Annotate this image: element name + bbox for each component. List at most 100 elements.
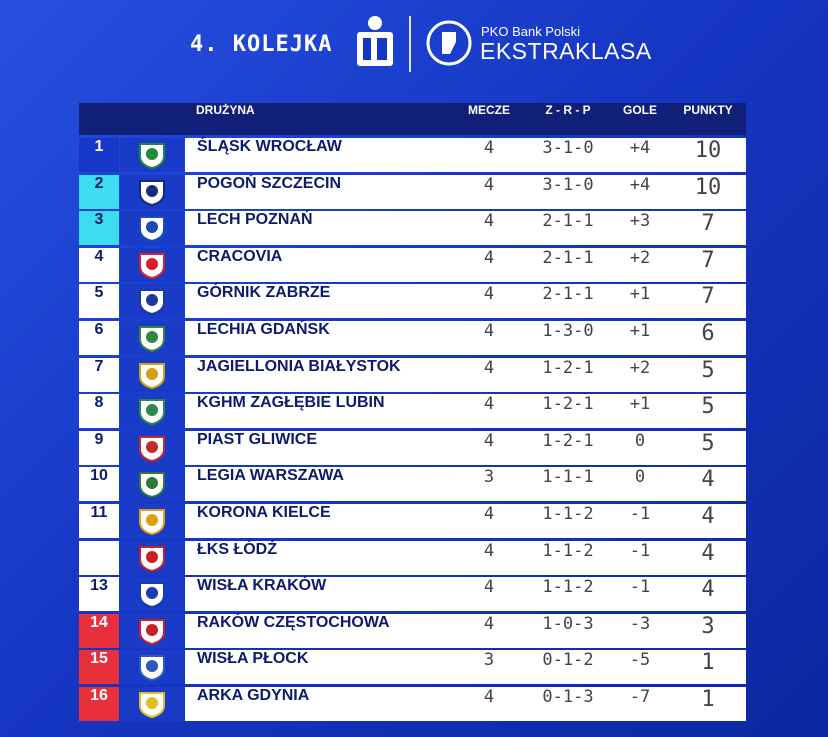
stat-zrp: 1-0-3 bbox=[542, 613, 594, 634]
table-row: 11 KORONA KIELCE 4 1-1-2 -1 4 bbox=[79, 504, 746, 538]
crest-cell bbox=[120, 504, 184, 538]
position-cell bbox=[79, 540, 119, 575]
position-cell: 1 bbox=[79, 138, 119, 172]
crest-cell bbox=[120, 540, 184, 575]
stat-played: 4 bbox=[483, 174, 495, 195]
table-row: 6 LECHIA GDAŃSK 4 1-3-0 +1 6 bbox=[79, 321, 746, 355]
row-background bbox=[185, 613, 746, 648]
stat-played: 3 bbox=[483, 650, 495, 671]
stat-goals: +3 bbox=[629, 211, 651, 232]
position-cell: 15 bbox=[79, 650, 119, 685]
stat-zrp: 1-3-0 bbox=[542, 321, 594, 341]
row-background bbox=[185, 174, 746, 209]
row-background bbox=[185, 247, 746, 282]
team-crest bbox=[139, 545, 165, 572]
divider bbox=[409, 16, 411, 72]
position-cell: 4 bbox=[79, 247, 119, 282]
team-name: WISŁA KRAKÓW bbox=[197, 577, 327, 595]
stat-played: 4 bbox=[483, 430, 495, 451]
stat-goals: +2 bbox=[629, 357, 651, 378]
stat-goals: +2 bbox=[629, 247, 651, 268]
stat-played: 4 bbox=[483, 211, 495, 232]
team-crest bbox=[139, 179, 165, 206]
stat-points: 6 bbox=[701, 321, 715, 346]
team-name: RAKÓW CZĘSTOCHOWA bbox=[197, 613, 390, 631]
team-crest bbox=[139, 399, 165, 426]
stat-goals: -7 bbox=[629, 687, 651, 707]
stat-points: 3 bbox=[701, 613, 715, 639]
position-cell: 11 bbox=[79, 504, 119, 538]
row-background bbox=[185, 577, 746, 612]
table-row: 1 ŚLĄSK WROCŁAW 4 3-1-0 +4 10 bbox=[79, 138, 746, 172]
team-crest bbox=[139, 216, 165, 243]
row-background bbox=[185, 504, 746, 538]
stat-points: 7 bbox=[701, 211, 715, 237]
column-header: Z - R - P bbox=[545, 103, 591, 117]
stat-points: 5 bbox=[701, 430, 715, 456]
stat-points: 1 bbox=[701, 650, 715, 676]
table-row: 4 CRACOVIA 4 2-1-1 +2 7 bbox=[79, 247, 746, 282]
position-cell: 6 bbox=[79, 321, 119, 355]
team-name: LECHIA GDAŃSK bbox=[197, 321, 330, 338]
crest-cell bbox=[120, 357, 184, 392]
stat-zrp: 1-2-1 bbox=[542, 430, 594, 451]
stat-points: 1 bbox=[701, 687, 715, 712]
table-row: 9 PIAST GLIWICE 4 1-2-1 0 5 bbox=[79, 430, 746, 465]
row-background bbox=[185, 687, 746, 721]
position-cell: 9 bbox=[79, 430, 119, 465]
team-name: ARKA GDYNIA bbox=[197, 687, 310, 704]
crest-cell bbox=[120, 321, 184, 355]
table-row: 7 JAGIELLONIA BIAŁYSTOK 4 1-2-1 +2 5 bbox=[79, 357, 746, 392]
stat-points: 4 bbox=[701, 467, 715, 493]
team-name: POGOŃ SZCZECIN bbox=[197, 174, 342, 192]
team-name: LEGIA WARSZAWA bbox=[197, 467, 344, 485]
team-crest bbox=[139, 143, 165, 169]
crest-cell bbox=[120, 394, 184, 429]
crest-cell bbox=[120, 138, 184, 172]
table-row: 15 WISŁA PŁOCK 3 0-1-2 -5 1 bbox=[79, 650, 746, 685]
stat-zrp: 3-1-0 bbox=[542, 174, 594, 195]
row-background bbox=[185, 138, 746, 172]
stat-played: 4 bbox=[483, 394, 495, 415]
column-header: GOLE bbox=[622, 103, 657, 117]
row-background bbox=[185, 321, 746, 355]
position-cell: 7 bbox=[79, 357, 119, 392]
stat-zrp: 2-1-1 bbox=[542, 211, 594, 232]
row-background bbox=[185, 284, 746, 319]
team-name: CRACOVIA bbox=[197, 247, 283, 265]
team-crest bbox=[139, 362, 165, 389]
crest-cell bbox=[120, 687, 184, 721]
team-crest bbox=[139, 472, 165, 499]
table-row: 2 POGOŃ SZCZECIN 4 3-1-0 +4 10 bbox=[79, 174, 746, 209]
stat-zrp: 3-1-0 bbox=[542, 138, 594, 158]
team-name: KGHM ZAGŁĘBIE LUBIN bbox=[197, 394, 385, 412]
stat-goals: -1 bbox=[629, 540, 651, 561]
team-name: JAGIELLONIA BIAŁYSTOK bbox=[197, 357, 401, 375]
stat-played: 3 bbox=[483, 467, 495, 488]
team-crest bbox=[139, 435, 165, 462]
stat-points: 5 bbox=[701, 357, 715, 383]
position-cell: 10 bbox=[79, 467, 119, 502]
row-background bbox=[185, 650, 746, 685]
team-name: PIAST GLIWICE bbox=[197, 430, 317, 448]
stat-played: 4 bbox=[483, 247, 495, 268]
table-row: 10 LEGIA WARSZAWA 3 1-1-1 0 4 bbox=[79, 467, 746, 502]
table-row: ŁKS ŁÓDŹ 4 1-1-2 -1 4 bbox=[79, 540, 746, 575]
stat-zrp: 0-1-3 bbox=[542, 687, 594, 707]
table-row: 3 LECH POZNAŃ 4 2-1-1 +3 7 bbox=[79, 211, 746, 246]
row-background bbox=[185, 430, 746, 465]
stat-goals: 0 bbox=[634, 430, 646, 451]
stat-goals: -1 bbox=[629, 577, 651, 598]
stat-zrp: 1-2-1 bbox=[542, 394, 594, 415]
crest-cell bbox=[120, 650, 184, 685]
crest-cell bbox=[120, 430, 184, 465]
brand-sponsor: PKO Bank Polski bbox=[481, 24, 580, 39]
team-crest bbox=[139, 509, 165, 535]
stat-points: 7 bbox=[701, 284, 715, 310]
brand-name: EKSTRAKLASA bbox=[480, 38, 652, 64]
stat-zrp: 2-1-1 bbox=[542, 284, 594, 305]
stat-played: 4 bbox=[483, 357, 495, 378]
crest-cell bbox=[120, 284, 184, 319]
crest-cell bbox=[120, 467, 184, 502]
